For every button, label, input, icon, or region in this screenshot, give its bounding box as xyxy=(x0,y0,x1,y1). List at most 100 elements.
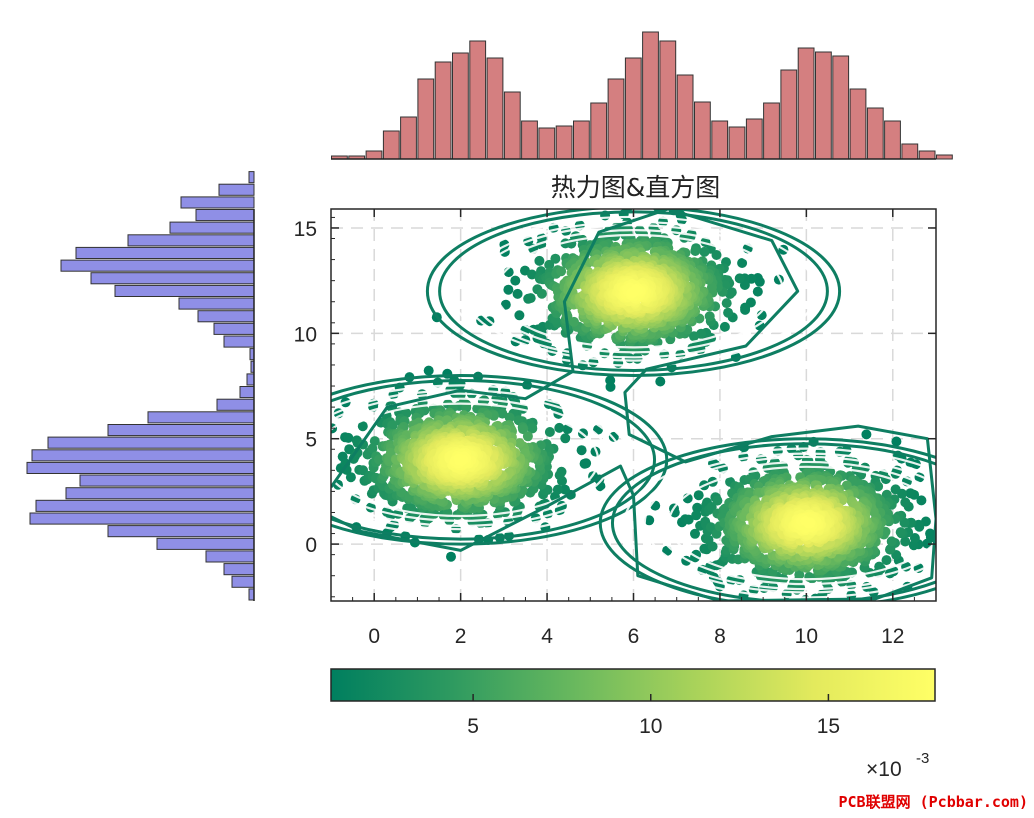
top-hist-bar xyxy=(573,120,590,160)
scatter-point xyxy=(455,454,466,465)
top-hist-bar xyxy=(797,47,815,160)
scatter-point xyxy=(344,444,355,455)
scatter-point xyxy=(752,286,763,297)
top-hist-bar xyxy=(711,120,729,160)
scatter-point xyxy=(554,470,565,481)
scatter-point xyxy=(655,376,666,387)
scatter-point xyxy=(891,436,902,447)
scatter-point xyxy=(560,433,571,444)
left-hist-bar xyxy=(107,525,255,538)
contour-line xyxy=(655,460,936,586)
left-hist-bar xyxy=(169,221,255,234)
left-hist-bar xyxy=(195,209,255,222)
top-hist-bar xyxy=(469,40,487,160)
scatter-point xyxy=(504,412,515,423)
left-hist-bar xyxy=(147,411,255,424)
contour-line xyxy=(482,228,785,354)
left-histogram xyxy=(26,171,255,601)
contour-line xyxy=(331,379,656,541)
top-hist-bar xyxy=(642,31,659,160)
top-hist-bar xyxy=(365,150,383,160)
watermark: PCB联盟网 (Pcbbar.com) xyxy=(838,793,1029,811)
scatter-point xyxy=(722,605,732,615)
x-tick-label: 12 xyxy=(881,625,904,648)
scatter-point xyxy=(723,307,734,318)
scatter-point xyxy=(534,255,545,266)
left-hist-bar xyxy=(90,272,255,285)
y-tick-label: 5 xyxy=(305,429,317,452)
scatter-point xyxy=(895,527,906,538)
top-hist-bar xyxy=(624,57,642,160)
scatter-point xyxy=(518,424,528,435)
scatter-point xyxy=(527,423,538,434)
scatter-point xyxy=(406,503,417,513)
contour-lines xyxy=(331,209,936,601)
scatter-point xyxy=(704,311,715,322)
top-hist-bar xyxy=(503,91,521,160)
left-hist-bar xyxy=(114,284,255,297)
scatter-point xyxy=(345,472,356,483)
colorbar-tick-label: 15 xyxy=(817,715,840,738)
heatmap-plot: 0 2 4 6 8 10 12 0 5 10 15 xyxy=(294,208,937,648)
colorbar-exponent: -3 xyxy=(916,750,929,767)
contour-line xyxy=(425,209,842,377)
left-hist-bar xyxy=(205,550,255,563)
scatter-point xyxy=(357,421,368,432)
top-hist-bar xyxy=(486,57,504,160)
scatter-point xyxy=(925,528,936,539)
top-hist-bar xyxy=(452,52,469,160)
x-tick-label: 10 xyxy=(795,625,818,648)
scatter-point xyxy=(367,443,378,454)
y-tick-label: 15 xyxy=(294,218,317,241)
top-hist-bar xyxy=(936,154,953,160)
top-hist-bar xyxy=(382,130,400,160)
top-hist-bar xyxy=(555,125,573,160)
left-hist-bar xyxy=(29,512,255,525)
scatter-point xyxy=(841,480,852,491)
scatter-point xyxy=(691,510,702,521)
left-hist-bar xyxy=(213,322,255,335)
top-hist-bar xyxy=(815,51,832,160)
left-hist-bar xyxy=(26,461,255,474)
scatter-point xyxy=(734,273,745,284)
contour-line xyxy=(667,465,936,581)
chart-title: 热力图&直方图 xyxy=(551,173,721,202)
y-tick-label: 0 xyxy=(305,534,317,557)
left-hist-bar xyxy=(156,537,255,550)
scatter-point xyxy=(552,484,563,495)
scatter-point xyxy=(510,275,521,286)
left-hist-bar xyxy=(107,424,255,437)
scatter-point xyxy=(514,310,525,321)
scatter-point xyxy=(318,456,328,466)
scatter-point xyxy=(905,488,916,499)
top-hist-bar xyxy=(780,69,798,160)
scatter-point xyxy=(683,514,694,525)
top-hist-bar xyxy=(694,101,711,160)
scatter-point xyxy=(705,522,716,533)
contour-line xyxy=(598,437,936,601)
top-hist-bar xyxy=(918,150,936,160)
top-hist-bar xyxy=(417,78,435,160)
scatter-point xyxy=(550,253,561,264)
top-hist-bar xyxy=(400,116,417,160)
scatter-point xyxy=(544,427,555,437)
left-hist-bar xyxy=(246,373,255,386)
top-hist-bar xyxy=(607,78,625,160)
left-hist-bar xyxy=(127,234,255,247)
x-tick-label: 4 xyxy=(541,625,553,648)
contour-line xyxy=(611,442,936,601)
top-hist-bar xyxy=(849,88,867,160)
colorbar-tick-label: 5 xyxy=(467,715,479,738)
left-hist-bar xyxy=(231,575,255,588)
scatter-point xyxy=(503,284,514,295)
top-hist-bar xyxy=(659,40,677,160)
scatter-point xyxy=(706,502,717,512)
scatter-point xyxy=(793,450,804,461)
left-hist-bar xyxy=(239,386,255,399)
left-hist-bar xyxy=(180,196,255,209)
left-hist-bar xyxy=(218,183,255,196)
scatter-point xyxy=(605,375,616,386)
top-hist-bar xyxy=(521,120,538,160)
scatter-point xyxy=(569,316,579,327)
scatter-point xyxy=(712,495,723,506)
